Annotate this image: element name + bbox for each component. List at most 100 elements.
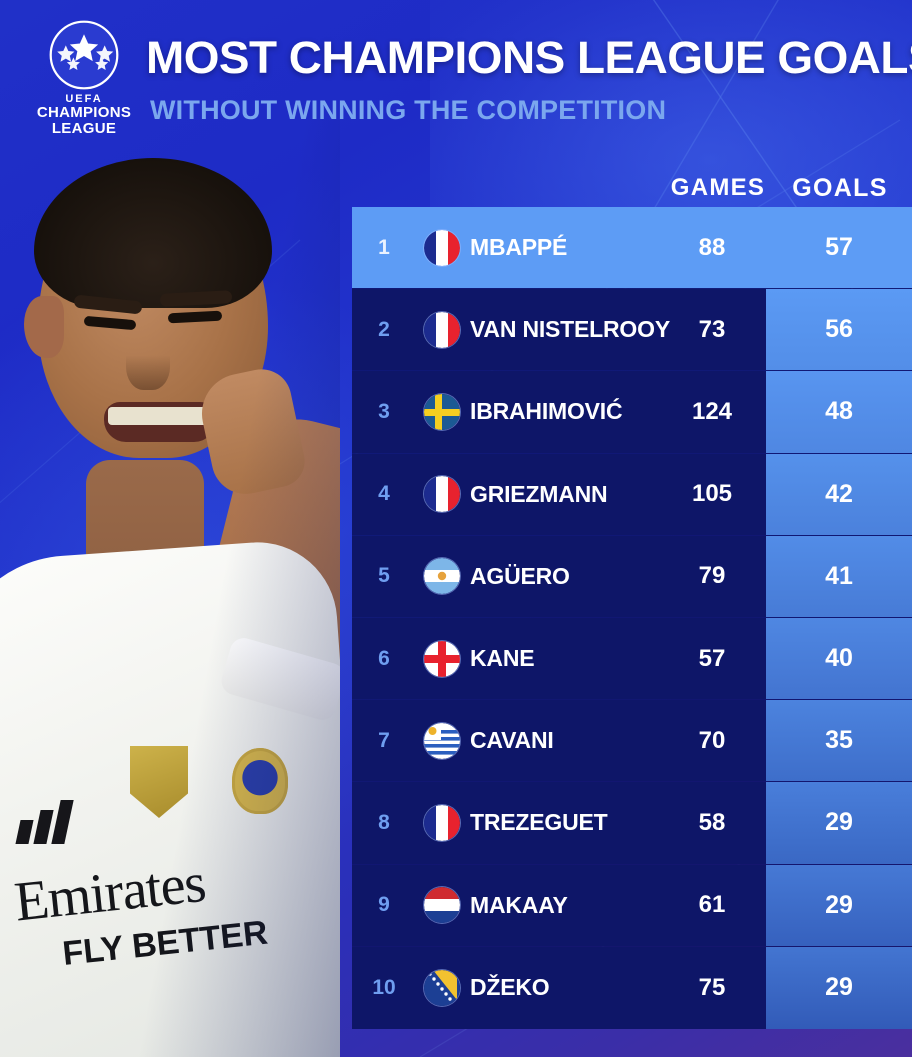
- row-goals: 35: [825, 726, 853, 755]
- row-player-name: MAKAAY: [470, 891, 568, 918]
- goals-highlight-bar: [766, 617, 912, 700]
- table-row[interactable]: 7 CAVANI 70 35: [352, 700, 912, 783]
- row-player-name: DŽEKO: [470, 974, 550, 1001]
- goals-highlight-bar: [766, 946, 912, 1029]
- row-rank: 9: [378, 893, 390, 917]
- row-goals: 41: [825, 561, 853, 590]
- photo-nose: [126, 332, 170, 390]
- row-rank: 4: [378, 482, 390, 506]
- column-header-games: GAMES: [670, 174, 766, 201]
- row-country-flag: [414, 207, 470, 288]
- row-goals: 29: [825, 808, 853, 837]
- row-goals: 40: [825, 644, 853, 673]
- row-games: 70: [698, 726, 726, 754]
- photo-hair: [34, 158, 272, 308]
- row-rank: 2: [378, 317, 390, 341]
- row-games: 88: [698, 233, 726, 261]
- column-header-goals: GOALS: [792, 174, 888, 202]
- row-goals: 42: [825, 479, 853, 508]
- photo-adidas-logo-icon: [15, 798, 80, 844]
- photo-eye-right: [167, 310, 223, 324]
- goals-highlight-bar: [766, 453, 912, 535]
- table-row[interactable]: 1 MBAPPÉ 88 57: [352, 207, 912, 290]
- row-country-flag: [414, 865, 470, 946]
- row-rank: 8: [378, 810, 390, 834]
- row-goals: 56: [825, 315, 853, 344]
- row-country-flag: [414, 536, 470, 617]
- row-goals: 29: [825, 973, 853, 1002]
- row-rank: 10: [372, 975, 396, 999]
- row-country-flag: [414, 782, 470, 863]
- poster-header: UEFA CHAMPIONS LEAGUE MOST CHAMPIONS LEA…: [0, 0, 912, 150]
- photo-hand: [194, 363, 310, 501]
- table-row[interactable]: 5 AGÜERO 79 41: [352, 535, 912, 618]
- flag-icon-fr: [424, 229, 460, 266]
- row-goals: 57: [825, 233, 853, 262]
- table-row[interactable]: 2 VAN NISTELROOY 73 56: [352, 289, 912, 372]
- row-country-flag: [414, 700, 470, 781]
- photo-eyebrow-left: [73, 294, 143, 315]
- table-row[interactable]: 3 IBRAHIMOVIĆ 124 48: [352, 371, 912, 454]
- row-goals: 48: [825, 397, 853, 426]
- row-country-flag: [414, 947, 470, 1029]
- row-rank: 1: [378, 235, 390, 259]
- goals-highlight-bar: [766, 535, 912, 617]
- row-country-flag: [414, 371, 470, 452]
- photo-real-madrid-crest-icon: [232, 748, 288, 814]
- goals-highlight-bar: [766, 289, 912, 371]
- row-games: 58: [698, 808, 726, 836]
- table-column-headers: GAMES GOALS: [352, 174, 912, 202]
- table-row[interactable]: 6 KANE 57 40: [352, 617, 912, 701]
- row-games: 75: [698, 973, 726, 1001]
- photo-ear: [24, 296, 64, 358]
- flag-icon-ba: [424, 969, 460, 1006]
- logo-text-uefa: UEFA: [65, 93, 103, 105]
- row-rank: 6: [378, 646, 390, 670]
- row-rank: 7: [378, 728, 390, 752]
- photo-mouth: [104, 402, 216, 442]
- row-games: 73: [698, 315, 726, 343]
- photo-teeth: [108, 407, 212, 425]
- table-row[interactable]: 9 MAKAAY 61 29: [352, 864, 912, 947]
- row-goals: 29: [825, 890, 853, 919]
- photo-neck: [86, 460, 204, 650]
- flag-icon-en: [424, 640, 460, 677]
- photo-wristband: [218, 634, 340, 724]
- table-row[interactable]: 4 GRIEZMANN 105 42: [352, 453, 912, 536]
- row-player-name: VAN NISTELROOY: [470, 316, 670, 343]
- table-row[interactable]: 8 TREZEGUET 58 29: [352, 782, 912, 865]
- row-player-name: MBAPPÉ: [470, 234, 568, 261]
- row-player-name: CAVANI: [470, 727, 554, 754]
- rankings-table: 1 MBAPPÉ 88 57 2 VA: [352, 207, 912, 1029]
- photo-kit-slogan: FLY BETTER: [60, 913, 270, 973]
- player-photo-mbappe: Emirates FLY BETTER: [0, 120, 340, 1057]
- flag-icon-se: [424, 393, 460, 430]
- photo-eyebrow-right: [159, 290, 233, 307]
- flag-icon-nl: [424, 887, 460, 924]
- row-player-name: KANE: [470, 645, 535, 672]
- row-player-name: GRIEZMANN: [470, 480, 608, 507]
- photo-head: [38, 172, 268, 458]
- logo-text-champions: CHAMPIONS: [36, 104, 132, 121]
- flag-icon-fr: [424, 476, 460, 513]
- page-subtitle: WITHOUT WINNING THE COMPETITION: [150, 95, 667, 125]
- row-country-flag: [414, 454, 470, 535]
- starball-icon: [49, 20, 119, 90]
- photo-arm: [174, 406, 340, 764]
- row-games: 57: [698, 644, 726, 672]
- flag-icon-ar: [424, 558, 460, 595]
- flag-icon-uy: [424, 722, 460, 759]
- table-row[interactable]: 10 DŽEKO 75 29: [352, 946, 912, 1029]
- row-rank: 3: [378, 399, 390, 423]
- goals-highlight-bar: [766, 371, 912, 453]
- photo-club-world-cup-badge: [130, 746, 188, 818]
- row-country-flag: [414, 289, 470, 370]
- row-games: 105: [691, 480, 733, 508]
- row-country-flag: [414, 618, 470, 699]
- uefa-champions-league-logo: UEFA CHAMPIONS LEAGUE: [30, 18, 138, 138]
- row-games: 61: [698, 891, 726, 919]
- row-player-name: IBRAHIMOVIĆ: [470, 398, 623, 425]
- photo-eye-left: [83, 315, 137, 331]
- photo-edge-shadow: [0, 120, 340, 1057]
- goals-highlight-bar: [766, 864, 912, 946]
